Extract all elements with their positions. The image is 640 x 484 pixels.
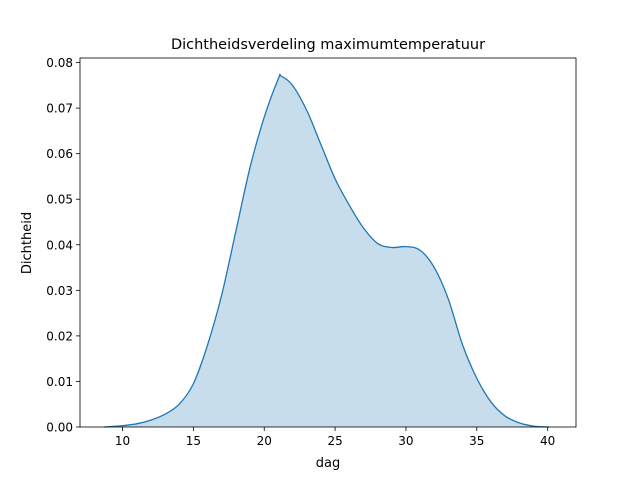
- y-tick-label: 0.07: [46, 102, 73, 116]
- plot-area: 10 15 20 25 30 35 40 0.00 0.01 0.02 0.03 0.04 0.05 0.…: [46, 56, 577, 448]
- y-tick-label: 0.00: [46, 421, 73, 435]
- x-tick-label: 20: [257, 434, 272, 448]
- x-tick-label: 25: [327, 434, 342, 448]
- chart-title: Dichtheidsverdeling maximumtemperatuur: [171, 37, 485, 53]
- x-axis-label: dag: [316, 456, 340, 471]
- x-tick-label: 10: [115, 434, 130, 448]
- y-tick-label: 0.03: [46, 284, 73, 298]
- y-tick-label: 0.01: [46, 375, 73, 389]
- y-axis-label: Dichtheid: [20, 212, 35, 274]
- x-tick-label: 30: [398, 434, 413, 448]
- axes-frame: [79, 57, 577, 428]
- y-tick-label: 0.04: [46, 238, 73, 252]
- x-tick-label: 35: [469, 434, 484, 448]
- density-fill-area: [104, 74, 550, 427]
- density-line: [104, 73, 550, 428]
- y-tick-label: 0.02: [46, 329, 73, 343]
- y-tick-label: 0.05: [46, 193, 73, 207]
- x-tick-label: 15: [186, 434, 201, 448]
- y-tick-label: 0.08: [46, 56, 73, 70]
- x-tick-label: 40: [540, 434, 555, 448]
- y-tick-label: 0.06: [46, 147, 73, 161]
